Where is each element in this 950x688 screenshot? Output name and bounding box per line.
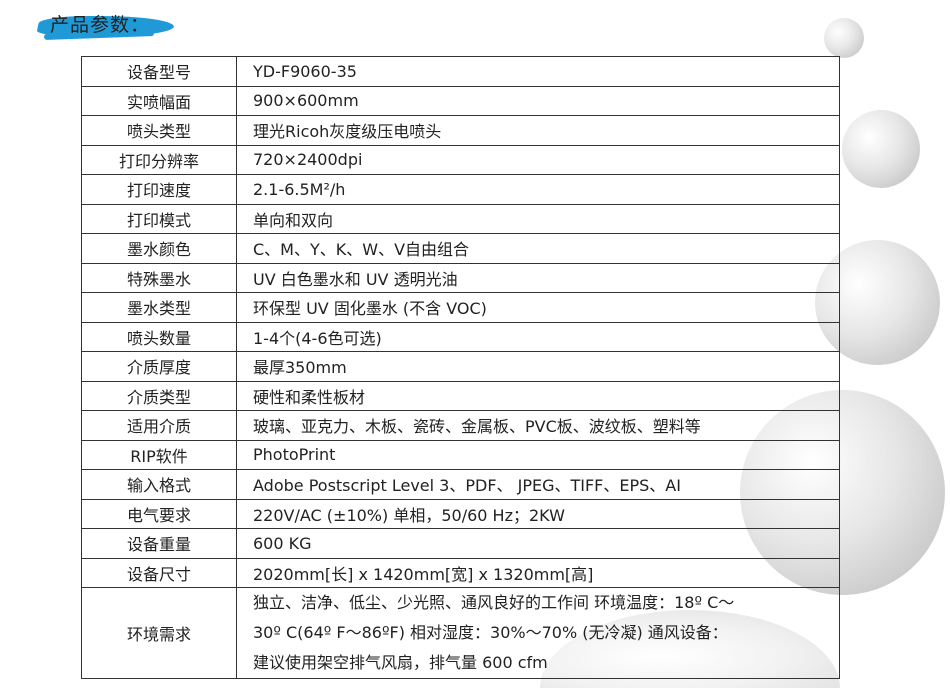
globe-decoration [842, 110, 920, 188]
table-row: 打印分辨率 720×2400dpi [81, 144, 840, 175]
spec-value: C、M、Y、K、W、V自由组合 [236, 233, 840, 264]
heading-text: 产品参数： [50, 14, 151, 36]
spec-value-line: 建议使用架空排气风扇，排气量 600 cfm [253, 653, 548, 672]
spec-label: 适用介质 [81, 410, 237, 441]
spec-label: 输入格式 [81, 469, 237, 500]
spec-label: 打印模式 [81, 203, 237, 234]
table-row: 墨水颜色 C、M、Y、K、W、V自由组合 [81, 233, 840, 264]
table-row: 特殊墨水 UV 白色墨水和 UV 透明光油 [81, 262, 840, 293]
spec-label: 环境需求 [81, 587, 237, 679]
table-row: 实喷幅面 900×600mm [81, 85, 840, 116]
spec-value: YD-F9060-35 [236, 56, 840, 87]
spec-label: 打印分辨率 [81, 144, 237, 175]
spec-value: 环保型 UV 固化墨水 (不含 VOC) [236, 292, 840, 323]
spec-label: RIP软件 [81, 439, 237, 470]
spec-label: 介质类型 [81, 380, 237, 411]
table-row: 墨水类型 环保型 UV 固化墨水 (不含 VOC) [81, 292, 840, 323]
section-heading: 产品参数： [35, 8, 177, 50]
spec-value: 玻璃、亚克力、木板、瓷砖、金属板、PVC板、波纹板、塑料等 [236, 410, 840, 441]
table-row: 打印模式 单向和双向 [81, 203, 840, 234]
spec-label: 喷头类型 [81, 115, 237, 146]
spec-label: 特殊墨水 [81, 262, 237, 293]
table-row: 输入格式 Adobe Postscript Level 3、PDF、 JPEG、T… [81, 469, 840, 500]
spec-value: 1-4个(4-6色可选) [236, 321, 840, 352]
spec-label: 设备重量 [81, 528, 237, 559]
spec-value: 硬性和柔性板材 [236, 380, 840, 411]
spec-value: 720×2400dpi [236, 144, 840, 175]
spec-value: 2.1-6.5M²/h [236, 174, 840, 205]
spec-value: 900×600mm [236, 85, 840, 116]
spec-value: PhotoPrint [236, 439, 840, 470]
table-row: 适用介质 玻璃、亚克力、木板、瓷砖、金属板、PVC板、波纹板、塑料等 [81, 410, 840, 441]
table-row: 喷头类型 理光Ricoh灰度级压电喷头 [81, 115, 840, 146]
globe-decoration [824, 18, 864, 58]
table-row: 介质厚度 最厚350mm [81, 351, 840, 382]
spec-value: 2020mm[长] x 1420mm[宽] x 1320mm[高] [236, 557, 840, 588]
spec-value: 220V/AC (±10%) 单相，50/60 Hz；2KW [236, 498, 840, 529]
table-row: 设备重量 600 KG [81, 528, 840, 559]
table-row: 环境需求 独立、洁净、低尘、少光照、通风良好的工作间 环境温度：18º C～ 30º… [81, 587, 840, 679]
table-row: 设备尺寸 2020mm[长] x 1420mm[宽] x 1320mm[高] [81, 557, 840, 588]
table-row: 喷头数量 1-4个(4-6色可选) [81, 321, 840, 352]
spec-label: 设备尺寸 [81, 557, 237, 588]
spec-label: 喷头数量 [81, 321, 237, 352]
spec-value-line: 独立、洁净、低尘、少光照、通风良好的工作间 环境温度：18º C～ [253, 593, 735, 612]
spec-value: 单向和双向 [236, 203, 840, 234]
spec-label: 墨水颜色 [81, 233, 237, 264]
table-row: 设备型号 YD-F9060-35 [81, 56, 840, 87]
table-row: 打印速度 2.1-6.5M²/h [81, 174, 840, 205]
spec-value: 600 KG [236, 528, 840, 559]
spec-value: 理光Ricoh灰度级压电喷头 [236, 115, 840, 146]
spec-value: 独立、洁净、低尘、少光照、通风良好的工作间 环境温度：18º C～ 30º C(6… [236, 587, 840, 679]
spec-label: 设备型号 [81, 56, 237, 87]
spec-label: 实喷幅面 [81, 85, 237, 116]
spec-value: Adobe Postscript Level 3、PDF、 JPEG、TIFF、… [236, 469, 840, 500]
spec-label: 介质厚度 [81, 351, 237, 382]
table-row: 介质类型 硬性和柔性板材 [81, 380, 840, 411]
table-row: 电气要求 220V/AC (±10%) 单相，50/60 Hz；2KW [81, 498, 840, 529]
spec-value: UV 白色墨水和 UV 透明光油 [236, 262, 840, 293]
spec-value-line: 30º C(64º F～86ºF) 相对湿度：30%～70% (无冷凝) 通风设… [253, 623, 728, 642]
spec-label: 墨水类型 [81, 292, 237, 323]
spec-table: 设备型号 YD-F9060-35 实喷幅面 900×600mm 喷头类型 理光Ricoh灰… [81, 56, 840, 679]
spec-label: 电气要求 [81, 498, 237, 529]
table-row: RIP软件 PhotoPrint [81, 439, 840, 470]
spec-label: 打印速度 [81, 174, 237, 205]
spec-value: 最厚350mm [236, 351, 840, 382]
